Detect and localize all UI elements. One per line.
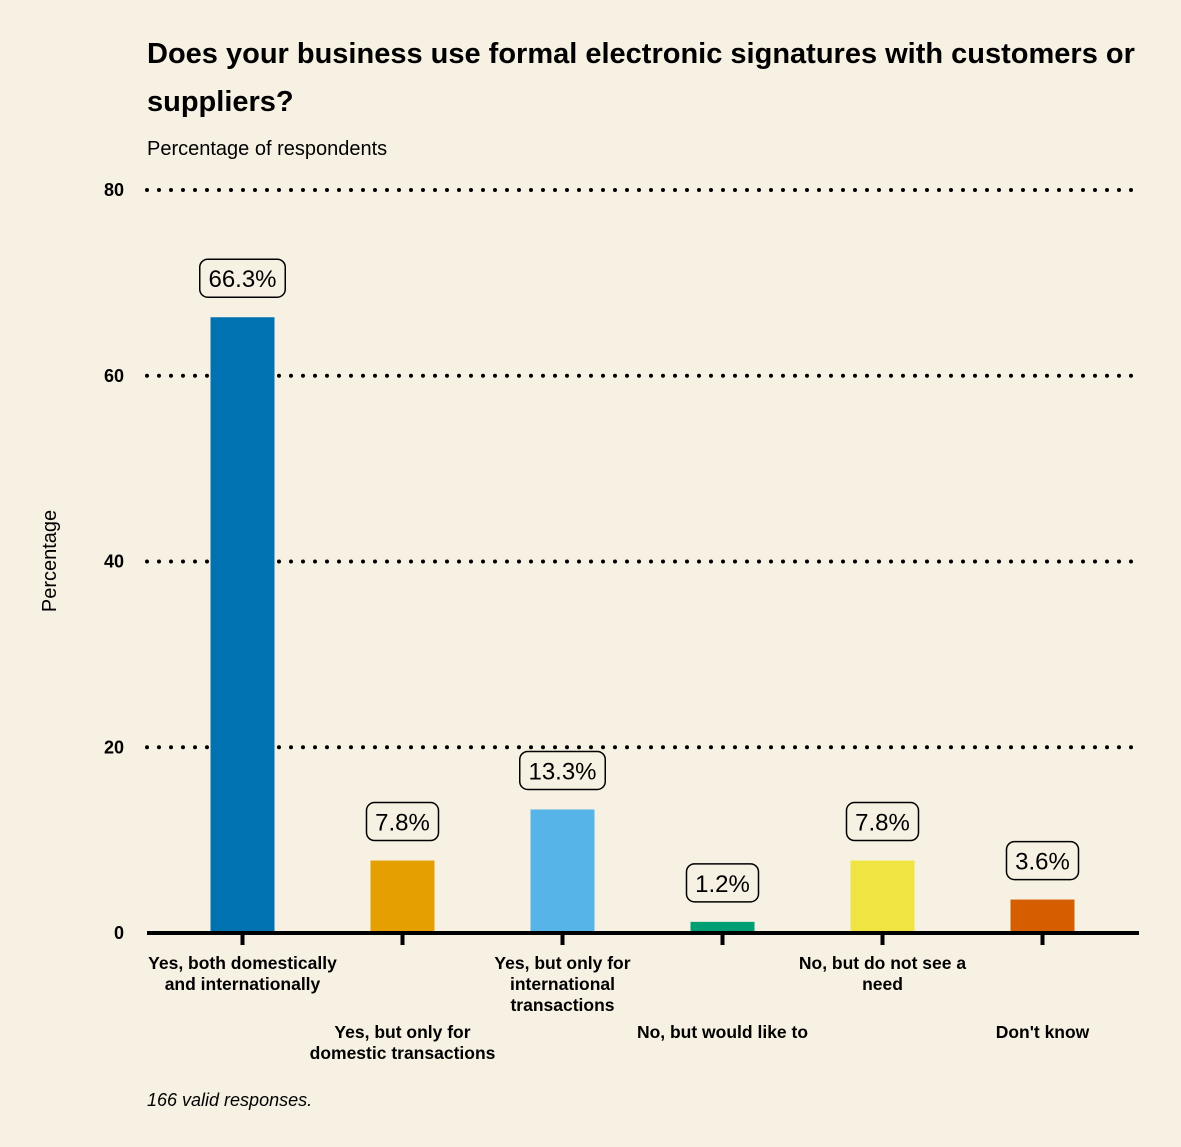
category-label: need: [862, 974, 903, 994]
data-label: 13.3%: [519, 750, 606, 791]
data-labels: 66.3% 7.8% 13.3% 1.2% 7.8% 3.6%: [199, 258, 1080, 903]
y-axis-title: Percentage: [39, 510, 61, 612]
category-label: No, but would like to: [637, 1022, 808, 1042]
gridlines: [145, 188, 1141, 750]
category-label: No, but do not see a: [799, 953, 966, 973]
data-label-box: [1005, 840, 1080, 881]
category-label: transactions: [510, 995, 614, 1015]
data-label-box: [685, 863, 760, 903]
data-label: 66.3%: [199, 258, 286, 298]
footnote: 166 valid responses.: [147, 1090, 313, 1110]
bar: [1010, 899, 1075, 933]
data-label: 3.6%: [1005, 840, 1080, 881]
category-label: domestic transactions: [310, 1043, 496, 1063]
bar: [210, 317, 275, 933]
category-label: Yes, but only for: [494, 953, 630, 973]
category-label: Don't know: [996, 1022, 1090, 1042]
category-label: international: [510, 974, 615, 994]
data-label-box: [365, 801, 440, 842]
x-axis: [147, 931, 1139, 945]
chart-subtitle: Percentage of respondents: [147, 138, 388, 160]
data-label: 1.2%: [685, 863, 760, 903]
category-label: Yes, but only for: [334, 1022, 470, 1042]
y-tick-label: 60: [104, 366, 124, 386]
bar: [530, 809, 595, 933]
bar: [370, 860, 435, 933]
data-label: 7.8%: [845, 801, 920, 842]
category-label: Yes, both domestically: [148, 953, 337, 973]
data-label-box: [519, 750, 606, 791]
data-label-text: 13.3%: [528, 758, 596, 785]
data-label-box: [199, 258, 286, 298]
data-label-text: 3.6%: [1015, 849, 1070, 876]
data-label-text: 66.3%: [208, 266, 276, 293]
bars: [210, 317, 1075, 933]
y-tick-label: 80: [104, 180, 124, 200]
bar: [850, 860, 915, 933]
y-tick-label: 20: [104, 737, 124, 757]
data-label-text: 7.8%: [855, 810, 910, 837]
y-tick-label: 0: [114, 923, 124, 943]
data-label: 7.8%: [365, 801, 440, 842]
data-label-text: 7.8%: [375, 810, 430, 837]
y-tick-label: 40: [104, 552, 124, 572]
data-label-text: 1.2%: [695, 871, 750, 898]
data-label-box: [845, 801, 920, 842]
chart-title: Does your business use formal electronic…: [147, 38, 1135, 118]
y-axis-ticks: 0 20 40 60 80: [104, 180, 124, 943]
category-label: and internationally: [165, 974, 321, 994]
bar: [690, 921, 755, 933]
